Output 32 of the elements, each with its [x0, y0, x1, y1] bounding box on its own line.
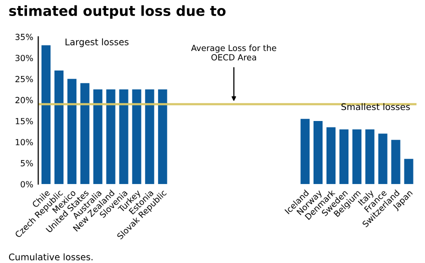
bar: [404, 158, 414, 184]
text: Cumulative losses.: [9, 253, 92, 260]
y-tick-label: 0%: [20, 181, 33, 188]
ref-line-label: Average Loss for the OECD Area: [191, 44, 276, 60]
bar: [378, 134, 388, 184]
y-tick-label: 10%: [16, 139, 33, 146]
bar: [339, 129, 348, 184]
bar: [158, 89, 168, 184]
bar: [314, 120, 323, 184]
bar: [106, 89, 116, 184]
bar: [54, 70, 64, 184]
bar: [132, 89, 142, 184]
bar: [119, 89, 128, 184]
y-tick-label: 25%: [15, 76, 33, 82]
bar: [145, 89, 154, 184]
bar: [41, 45, 51, 184]
y-tick-label: 20%: [15, 96, 33, 104]
bar: [365, 129, 374, 184]
bar: [67, 78, 76, 184]
bar: [326, 127, 336, 184]
bar: [80, 83, 90, 184]
bar: [391, 140, 400, 184]
chart-title: stimated output loss due to: [9, 5, 226, 19]
bar: [352, 129, 362, 184]
y-tick-label: 5%: [20, 160, 33, 166]
y-tick-label: 35%: [16, 34, 33, 40]
annotation: Largest losses: [66, 38, 128, 48]
y-tick-label: 15%: [16, 118, 33, 124]
y-tick-label: 30%: [16, 54, 33, 62]
bar: [300, 118, 310, 184]
annotation: Smallest losses: [341, 103, 410, 110]
bar: [93, 89, 102, 184]
